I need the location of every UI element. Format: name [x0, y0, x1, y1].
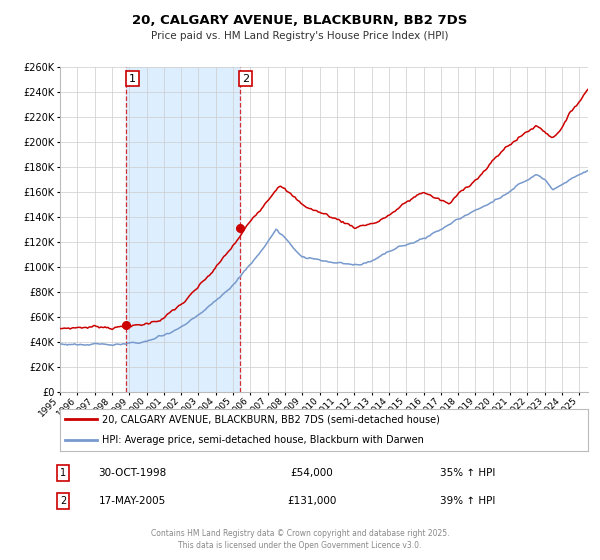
Text: Price paid vs. HM Land Registry's House Price Index (HPI): Price paid vs. HM Land Registry's House … [151, 31, 449, 41]
Text: 30-OCT-1998: 30-OCT-1998 [98, 468, 166, 478]
Text: 39% ↑ HPI: 39% ↑ HPI [440, 496, 496, 506]
Text: 1: 1 [129, 74, 136, 83]
Text: 20, CALGARY AVENUE, BLACKBURN, BB2 7DS (semi-detached house): 20, CALGARY AVENUE, BLACKBURN, BB2 7DS (… [102, 414, 440, 424]
Text: 20, CALGARY AVENUE, BLACKBURN, BB2 7DS: 20, CALGARY AVENUE, BLACKBURN, BB2 7DS [133, 14, 467, 27]
Text: Contains HM Land Registry data © Crown copyright and database right 2025.
This d: Contains HM Land Registry data © Crown c… [151, 529, 449, 550]
Text: 2: 2 [242, 74, 249, 83]
Text: 2: 2 [60, 496, 66, 506]
Text: HPI: Average price, semi-detached house, Blackburn with Darwen: HPI: Average price, semi-detached house,… [102, 435, 424, 445]
Text: 35% ↑ HPI: 35% ↑ HPI [440, 468, 496, 478]
Text: £54,000: £54,000 [290, 468, 334, 478]
Bar [127, 67, 239, 392]
Text: 1: 1 [60, 468, 66, 478]
Text: £131,000: £131,000 [287, 496, 337, 506]
Text: 17-MAY-2005: 17-MAY-2005 [98, 496, 166, 506]
